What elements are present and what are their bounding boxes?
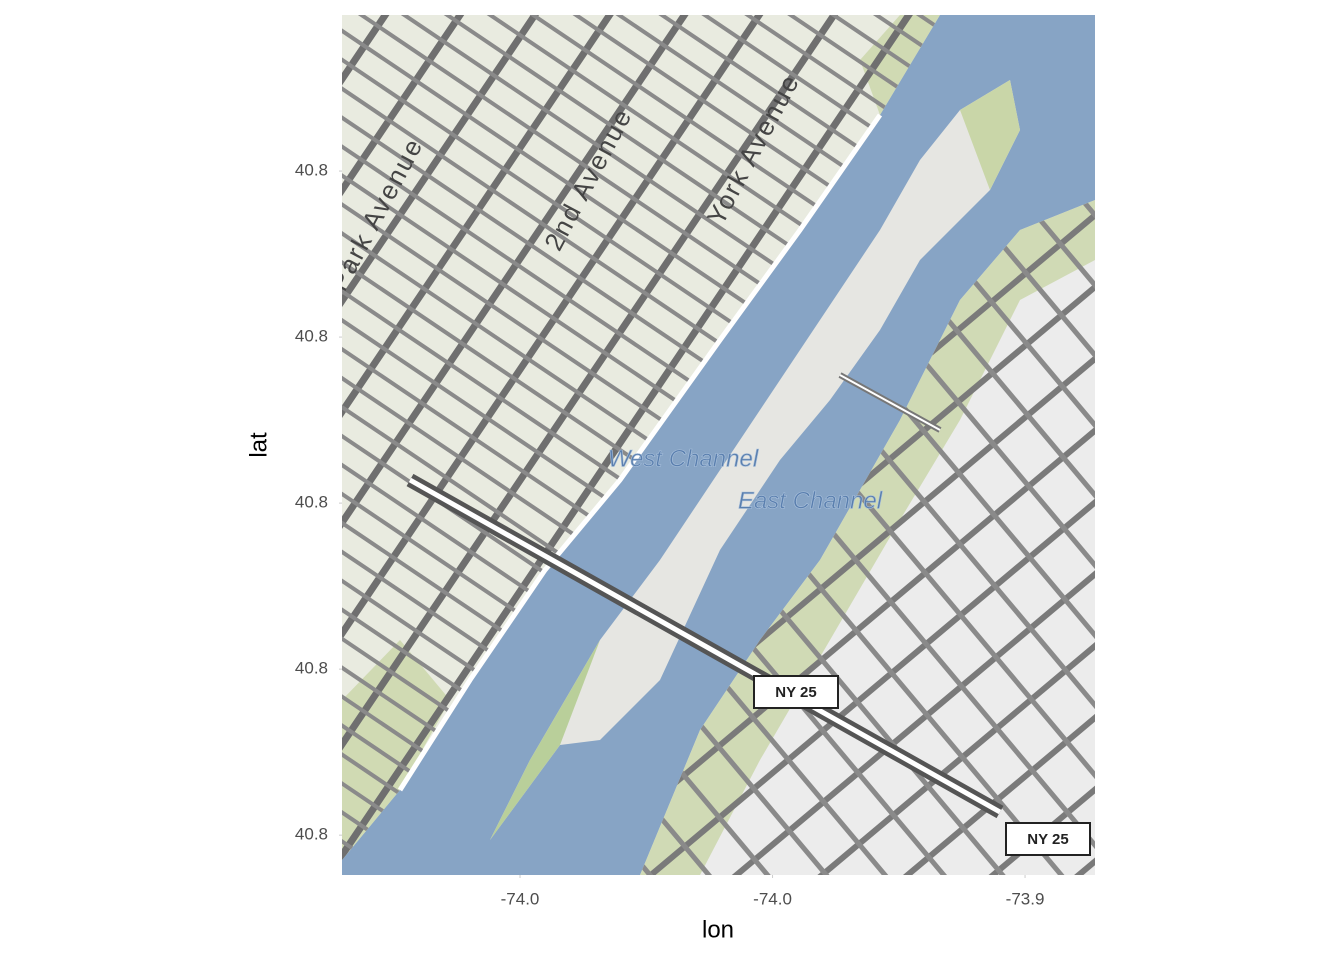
route-label: NY 25: [775, 684, 816, 701]
route-label: NY 25: [1027, 831, 1068, 848]
y-axis-title: lat: [245, 432, 272, 458]
x-tick-label: -74.0: [501, 889, 540, 908]
x-axis-title: lon: [702, 916, 734, 943]
y-tick-label: 40.8: [295, 327, 328, 346]
route-shield: [1005, 822, 1091, 856]
y-tick-label: 40.8: [295, 161, 328, 180]
y-tick-label: 40.8: [295, 659, 328, 678]
y-tick-label: 40.8: [295, 825, 328, 844]
y-tick-label: 40.8: [295, 493, 328, 512]
roosevelt-island: [490, 80, 1020, 840]
water-label: East Channel: [738, 487, 883, 514]
bridge: [408, 477, 1002, 815]
x-tick-label: -74.0: [753, 889, 792, 908]
x-tick-label: -73.9: [1006, 889, 1045, 908]
fdr-drive: [397, 113, 883, 792]
island-park: [490, 640, 600, 840]
avenue: [342, 15, 940, 860]
route-shield: [753, 675, 839, 709]
island-park: [960, 80, 1020, 190]
avenue: [342, 15, 940, 860]
park: [860, 15, 940, 115]
water-label: West Channel: [608, 445, 759, 472]
tramway: [839, 374, 941, 431]
